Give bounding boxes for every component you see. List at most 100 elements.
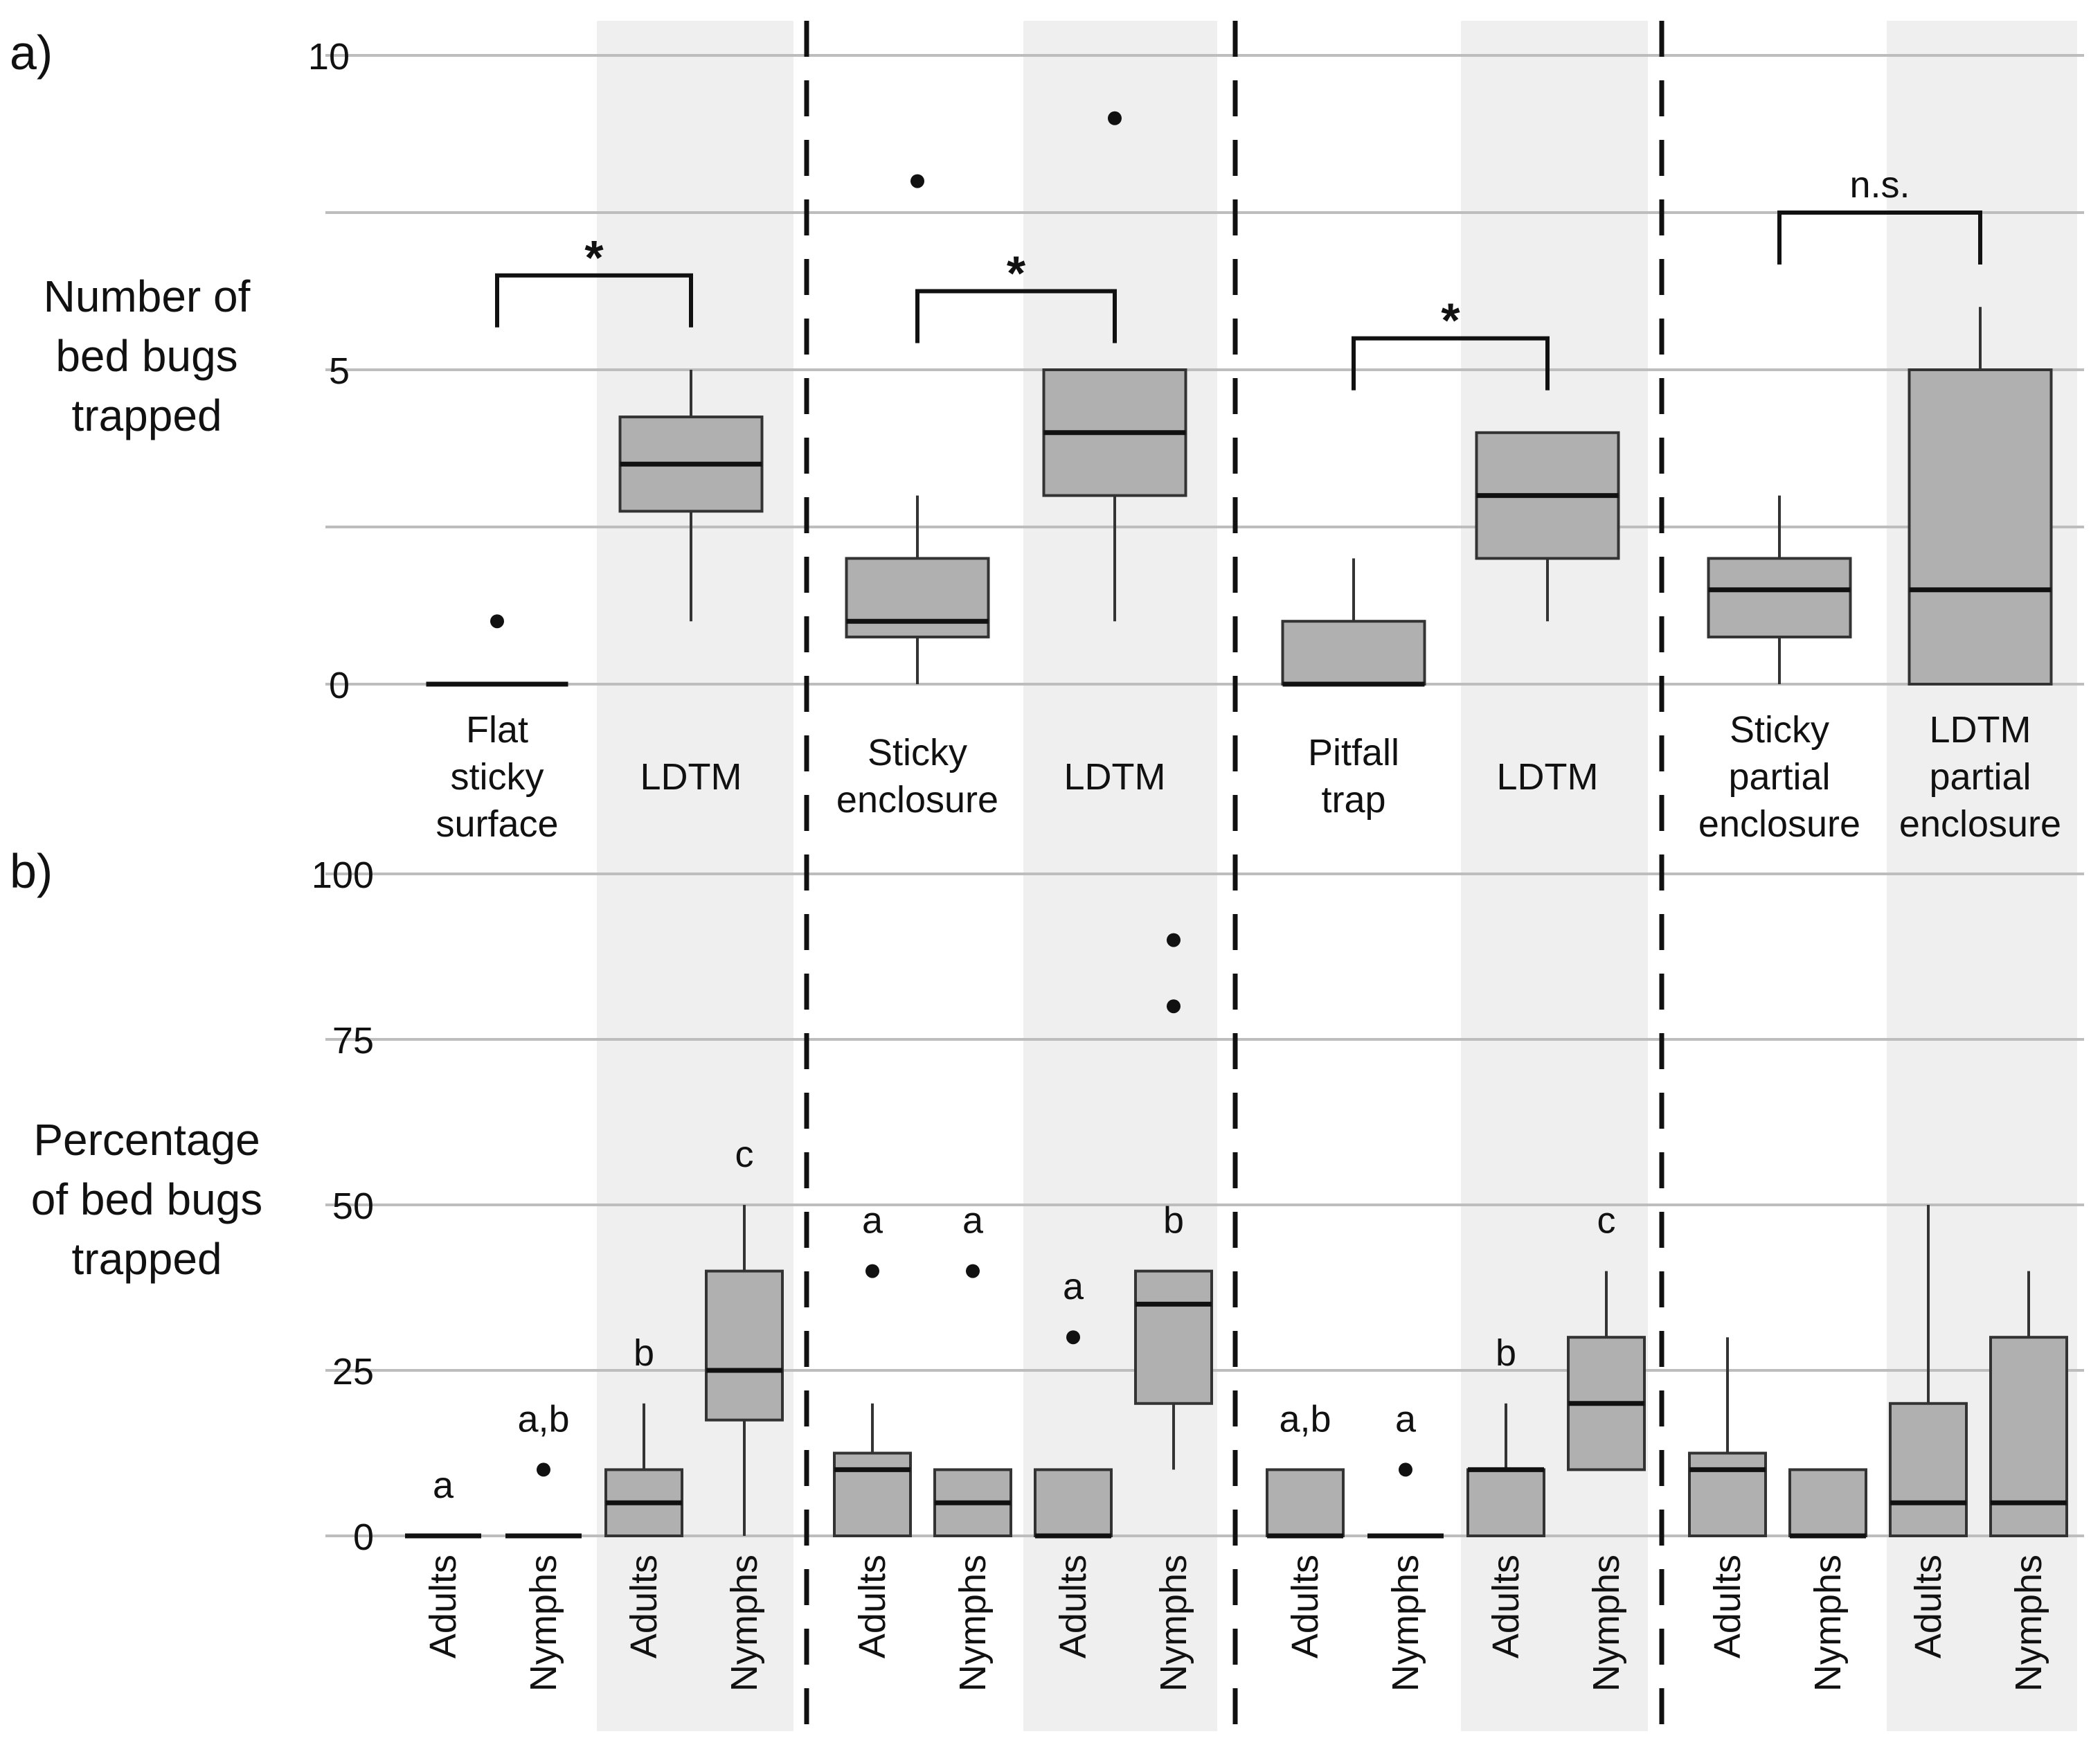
a-g3-b1-iqr-box [1281, 620, 1426, 686]
ytick-b: 100 [312, 854, 374, 896]
significance-bracket-3 [1352, 336, 1550, 391]
letter-b-g1-b1: a [433, 1465, 454, 1506]
b-g2-b4-box [1134, 933, 1213, 1470]
xlabel-b-g1-b4: Nymphs [724, 1555, 765, 1692]
letter-b-g1-b3: b [634, 1332, 654, 1374]
ytick-a: 5 [329, 350, 350, 392]
xlabel-b-g3-b2: Nymphs [1385, 1555, 1426, 1692]
b-g1-b2-outlier-point [537, 1462, 550, 1477]
a-g4-b1-box [1707, 495, 1852, 684]
ldtm-shade-2 [1023, 21, 1217, 1731]
ytick-b: 75 [332, 1020, 374, 1062]
xlabel-b-g2-b2: Nymphs [952, 1555, 994, 1692]
gridlines [325, 54, 2084, 1537]
xlabel-a-g4-b1: Sticky [1730, 709, 1829, 751]
letter-b-g1-b4: c [735, 1134, 754, 1175]
a-g1-b1-outlier-point [490, 614, 504, 629]
b-g4-b1-iqr-box [1688, 1451, 1767, 1537]
ytick-b: 25 [332, 1351, 374, 1393]
b-g3-b3-iqr-box [1466, 1468, 1545, 1537]
b-g4-b4-box [1989, 1271, 2068, 1537]
letter-b-g2-b4: b [1163, 1200, 1184, 1242]
b-g1-b4-iqr-box [705, 1269, 784, 1422]
xlabel-b-g4-b4: Nymphs [2008, 1555, 2049, 1692]
letter-b-g3-b2: a [1395, 1398, 1417, 1440]
letter-b-g3-b3: b [1496, 1332, 1516, 1374]
xlabel-a-g2-b1: enclosure [836, 779, 998, 821]
xlabel-a-g4-b2: LDTM [1930, 709, 2031, 751]
letter-b-g2-b3: a [1063, 1266, 1084, 1307]
significance-label-4: n.s. [1849, 164, 1910, 206]
labels: a) b) Number of bed bugs trapped Percent… [10, 26, 2061, 1692]
b-g4-b1-box [1688, 1337, 1767, 1537]
a-g1-b2-box [618, 370, 764, 622]
letter-b-g1-b2: a,b [517, 1398, 569, 1440]
a-g2-b1-outlier-point [910, 174, 924, 188]
b-g3-b1-box [1266, 1468, 1345, 1539]
xlabel-a-g2-b1: Sticky [868, 732, 967, 773]
a-g2-b1-box [845, 174, 990, 684]
a-g3-b2-box [1475, 431, 1620, 622]
letter-b-g2-b2: a [962, 1200, 984, 1242]
xlabel-b-g4-b2: Nymphs [1807, 1555, 1849, 1692]
xlabel-a-g4-b1: partial [1728, 756, 1830, 798]
b-g2-b2-outlier-point [966, 1264, 980, 1278]
b-g3-b3-box [1466, 1403, 1545, 1537]
a-g4-b2-box [1908, 307, 2053, 686]
xlabel-b-g1-b2: Nymphs [523, 1555, 564, 1692]
b-g4-b4-iqr-box [1989, 1336, 2068, 1537]
xlabel-a-g4-b2: partial [1929, 756, 2031, 798]
a-g4-b1-iqr-box [1707, 557, 1852, 638]
xlabel-a-g1-b1: Flat [466, 709, 528, 751]
letter-b-g3-b1: a,b [1279, 1398, 1331, 1440]
a-g2-b1-iqr-box [845, 557, 990, 638]
significance-bracket-1 [495, 273, 693, 328]
ytick-a: 10 [308, 36, 350, 78]
b-g1-b4-box [705, 1205, 784, 1536]
b-g2-b3-box [1034, 1330, 1113, 1539]
b-g3-b4-box [1567, 1271, 1646, 1471]
xlabel-b-g1-b3: Adults [623, 1555, 665, 1658]
letter-b-g2-b1: a [862, 1200, 883, 1242]
xlabel-b-g3-b1: Adults [1284, 1555, 1326, 1658]
xlabel-b-g2-b4: Nymphs [1153, 1555, 1194, 1692]
ytick-b: 0 [353, 1516, 374, 1558]
ytick-b: 50 [332, 1185, 374, 1227]
panel-label-a: a) [10, 26, 53, 80]
b-g1-b3-box [604, 1403, 683, 1537]
a-g4-b2-iqr-box [1908, 368, 2053, 686]
b-g2-b4-outlier-point [1167, 933, 1181, 947]
boxes [405, 111, 2068, 1539]
b-g1-b2-box [505, 1462, 582, 1539]
xlabel-b-g3-b4: Nymphs [1586, 1555, 1627, 1692]
xlabel-a-g1-b1: surface [436, 803, 558, 845]
b-g2-b1-iqr-box [833, 1451, 912, 1537]
ylabel-b-line-1: Percentage [33, 1115, 260, 1165]
b-g2-b3-iqr-box [1034, 1468, 1113, 1537]
ylabel-a-line-2: bed bugs [55, 331, 237, 381]
a-g2-b2-outlier-point [1108, 111, 1122, 125]
b-g3-b2-box [1367, 1462, 1444, 1539]
xlabel-a-g1-b1: sticky [451, 756, 544, 798]
a-g3-b1-box [1281, 558, 1426, 687]
xlabel-b-g3-b3: Adults [1485, 1555, 1527, 1658]
ylabel-a-line-3: trapped [71, 391, 222, 440]
xlabel-a-g3-b2: LDTM [1497, 756, 1599, 798]
significance-bracket-4 [1777, 211, 1982, 265]
significance-label-1: * [584, 231, 604, 285]
a-g1-b1-box [426, 614, 568, 687]
b-g2-b3-outlier-point [1066, 1330, 1080, 1345]
a-g2-b2-box [1042, 111, 1187, 622]
b-g4-b3-box [1889, 1205, 1968, 1538]
ylabel-b-line-2: of bed bugs [31, 1174, 263, 1224]
significance-label-2: * [1007, 247, 1026, 301]
xlabel-a-g3-b1: Pitfall [1308, 732, 1399, 773]
b-g3-b1-iqr-box [1266, 1468, 1345, 1537]
b-g2-b1-box [833, 1264, 912, 1537]
significance-bracket-2 [915, 289, 1117, 343]
b-g4-b2-iqr-box [1788, 1468, 1867, 1537]
xlabel-b-g4-b1: Adults [1707, 1555, 1748, 1658]
xlabel-a-g2-b2: LDTM [1064, 756, 1166, 798]
